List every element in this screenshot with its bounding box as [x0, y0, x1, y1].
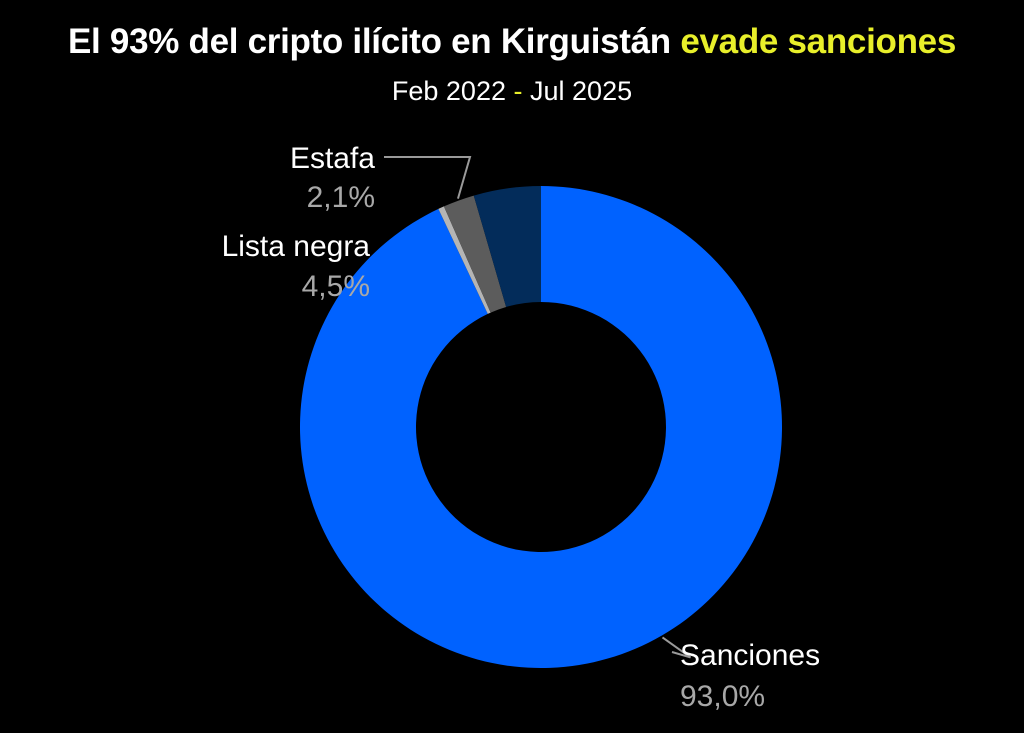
- leader-line-estafa: [384, 156, 472, 199]
- title-highlight: evade sanciones: [680, 22, 956, 61]
- chart-subtitle: Feb 2022 - Jul 2025: [0, 76, 1024, 107]
- label-sanciones-value: 93,0%: [680, 680, 765, 713]
- leader-line-sanciones: [661, 636, 692, 659]
- label-sanciones-name: Sanciones: [680, 639, 820, 672]
- label-lista-negra-value: 4,5%: [302, 270, 370, 303]
- slice-estafa: [443, 195, 507, 313]
- slice-lista-negra: [473, 186, 541, 307]
- slice-otros: [438, 206, 491, 314]
- label-estafa-value: 2,1%: [307, 181, 375, 214]
- title-main: El 93% del cripto ilícito en Kirguistán: [68, 22, 671, 61]
- donut-slices: [300, 186, 783, 668]
- slice-labels: Sanciones 93,0% Estafa 2,1% Lista negra 4,5%: [222, 142, 821, 713]
- subtitle-separator: -: [513, 76, 523, 106]
- subtitle-end: Jul 2025: [530, 76, 633, 106]
- slice-sanciones: [300, 186, 783, 668]
- chart-title: El 93% del cripto ilícito en Kirguistán …: [0, 22, 1024, 62]
- label-estafa-name: Estafa: [290, 142, 375, 175]
- subtitle-start: Feb 2022: [391, 76, 506, 106]
- label-lista-negra-name: Lista negra: [222, 230, 371, 263]
